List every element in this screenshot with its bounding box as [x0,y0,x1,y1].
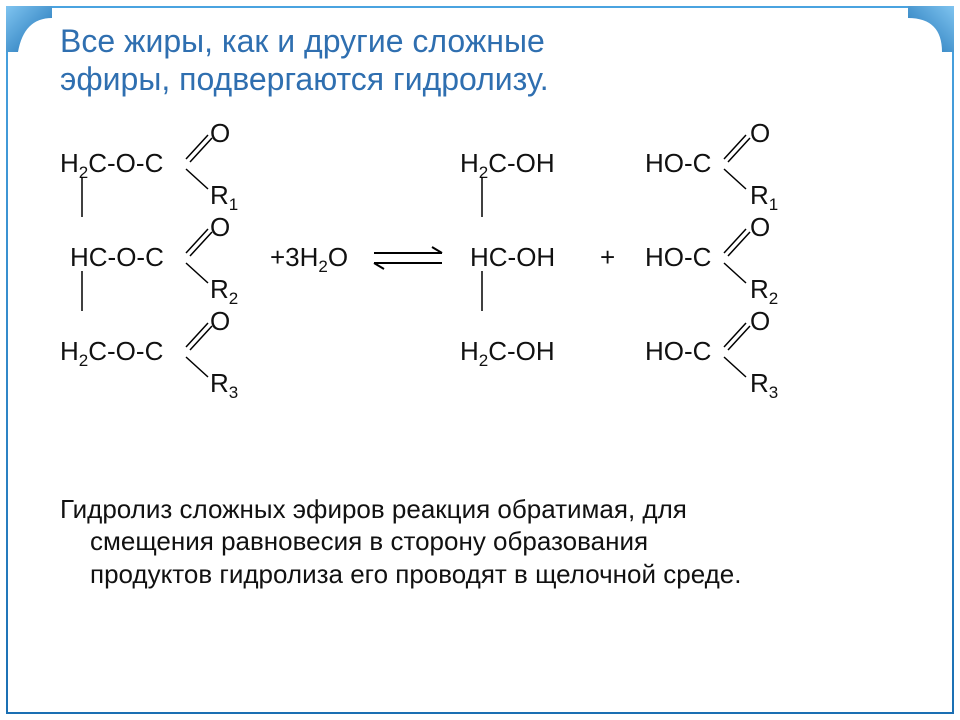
plus-reagent: +3H2O [270,243,348,277]
rb-r3-r: R3 [750,369,778,403]
rb-r2-r: R2 [750,275,778,309]
rb-r3-c: HO-C [645,337,711,366]
rb-r1-c: HO-C [645,149,711,178]
bond-icon [186,263,212,287]
ra-r3: H2C-OH [460,337,555,371]
corner-decoration-tl [6,6,52,52]
equation-block: O H2C-O-C R1 O HC-O-C R2 O H2C-O-C R3 +3… [0,107,960,499]
ra-r2: HC-OH [470,243,555,272]
rb-r3-o: O [750,307,770,336]
bond-icon [480,271,484,311]
rb-r1-o: O [750,119,770,148]
bond-icon [724,129,750,159]
corner-decoration-tr [908,6,954,52]
bond-icon [80,271,84,311]
plus-sign: + [600,243,615,272]
bond-icon [724,223,750,253]
rb-r2-c: HO-C [645,243,711,272]
bond-icon [480,177,484,217]
bond-icon [724,263,750,287]
bond-icon [724,169,750,193]
left-r3-r: R3 [210,369,238,403]
bond-icon [724,357,750,381]
bond-icon [80,177,84,217]
left-r2-r: R2 [210,275,238,309]
left-r2-o: O [210,213,230,242]
rb-r1-r: R1 [750,181,778,215]
left-r1-o: O [210,119,230,148]
bond-icon [186,169,212,193]
left-r1-c: H2C-O-C [60,149,163,183]
ra-r1: H2C-OH [460,149,555,183]
left-r1-r: R1 [210,181,238,215]
bond-icon [186,129,212,159]
left-r3-c: H2C-O-C [60,337,163,371]
left-r2-c: HC-O-C [70,243,164,272]
left-r3-o: O [210,307,230,336]
bond-icon [186,223,212,253]
rb-r2-o: O [750,213,770,242]
bond-icon [186,317,212,347]
equilibrium-arrow-icon [368,243,448,273]
bond-icon [186,357,212,381]
bond-icon [724,317,750,347]
